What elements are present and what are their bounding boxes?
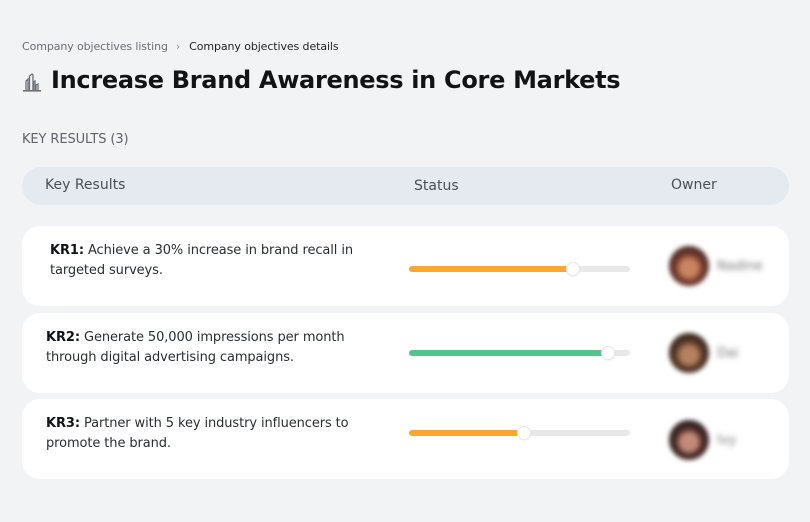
key-result-code: KR2: bbox=[46, 330, 80, 345]
avatar bbox=[669, 420, 709, 460]
key-result-row[interactable]: KR3: Partner with 5 key industry influen… bbox=[22, 399, 789, 479]
progress-fill bbox=[409, 350, 608, 356]
progress-slider-handle[interactable] bbox=[601, 347, 614, 359]
progress-fill bbox=[409, 266, 573, 272]
breadcrumb-link-objectives-listing[interactable]: Company objectives listing bbox=[22, 40, 168, 53]
progress-slider-handle[interactable] bbox=[566, 263, 579, 275]
buildings-icon bbox=[23, 73, 41, 92]
owner[interactable]: Ivy bbox=[669, 420, 736, 460]
owner-name: Dai bbox=[717, 345, 739, 361]
key-result-text: KR2: Generate 50,000 impressions per mon… bbox=[46, 328, 366, 368]
objective-header: Increase Brand Awareness in Core Markets bbox=[22, 66, 621, 94]
progress-slider-handle[interactable] bbox=[517, 427, 530, 439]
column-header-status: Status bbox=[414, 178, 459, 194]
column-header-key-results: Key Results bbox=[45, 177, 126, 193]
key-result-description: Achieve a 30% increase in brand recall i… bbox=[50, 243, 353, 278]
key-result-description: Generate 50,000 impressions per month th… bbox=[46, 330, 345, 365]
owner[interactable]: Nadine bbox=[669, 246, 763, 286]
key-result-row[interactable]: KR2: Generate 50,000 impressions per mon… bbox=[22, 313, 789, 393]
breadcrumb-current-page: Company objectives details bbox=[189, 40, 339, 53]
page-title: Increase Brand Awareness in Core Markets bbox=[51, 66, 621, 94]
key-result-text: KR1: Achieve a 30% increase in brand rec… bbox=[50, 241, 370, 281]
chevron-right-icon: › bbox=[175, 40, 181, 53]
key-results-count-label: KEY RESULTS (3) bbox=[22, 132, 129, 147]
owner-name: Ivy bbox=[717, 432, 737, 448]
owner[interactable]: Dai bbox=[669, 333, 739, 373]
owner-name: Nadine bbox=[717, 258, 763, 274]
key-result-text: KR3: Partner with 5 key industry influen… bbox=[46, 414, 366, 454]
avatar bbox=[669, 246, 709, 286]
breadcrumb: Company objectives listing › Company obj… bbox=[22, 40, 339, 53]
progress-bar[interactable] bbox=[409, 427, 630, 439]
key-results-table-header: Key Results Status Owner bbox=[22, 167, 789, 205]
key-result-code: KR3: bbox=[46, 416, 80, 431]
key-result-description: Partner with 5 key industry influencers … bbox=[46, 416, 349, 451]
key-result-row[interactable]: KR1: Achieve a 30% increase in brand rec… bbox=[22, 226, 789, 306]
progress-fill bbox=[409, 430, 524, 436]
key-result-code: KR1: bbox=[50, 243, 84, 258]
progress-bar[interactable] bbox=[409, 347, 630, 359]
column-header-owner: Owner bbox=[671, 177, 717, 193]
avatar bbox=[669, 333, 709, 373]
progress-bar[interactable] bbox=[409, 263, 630, 275]
